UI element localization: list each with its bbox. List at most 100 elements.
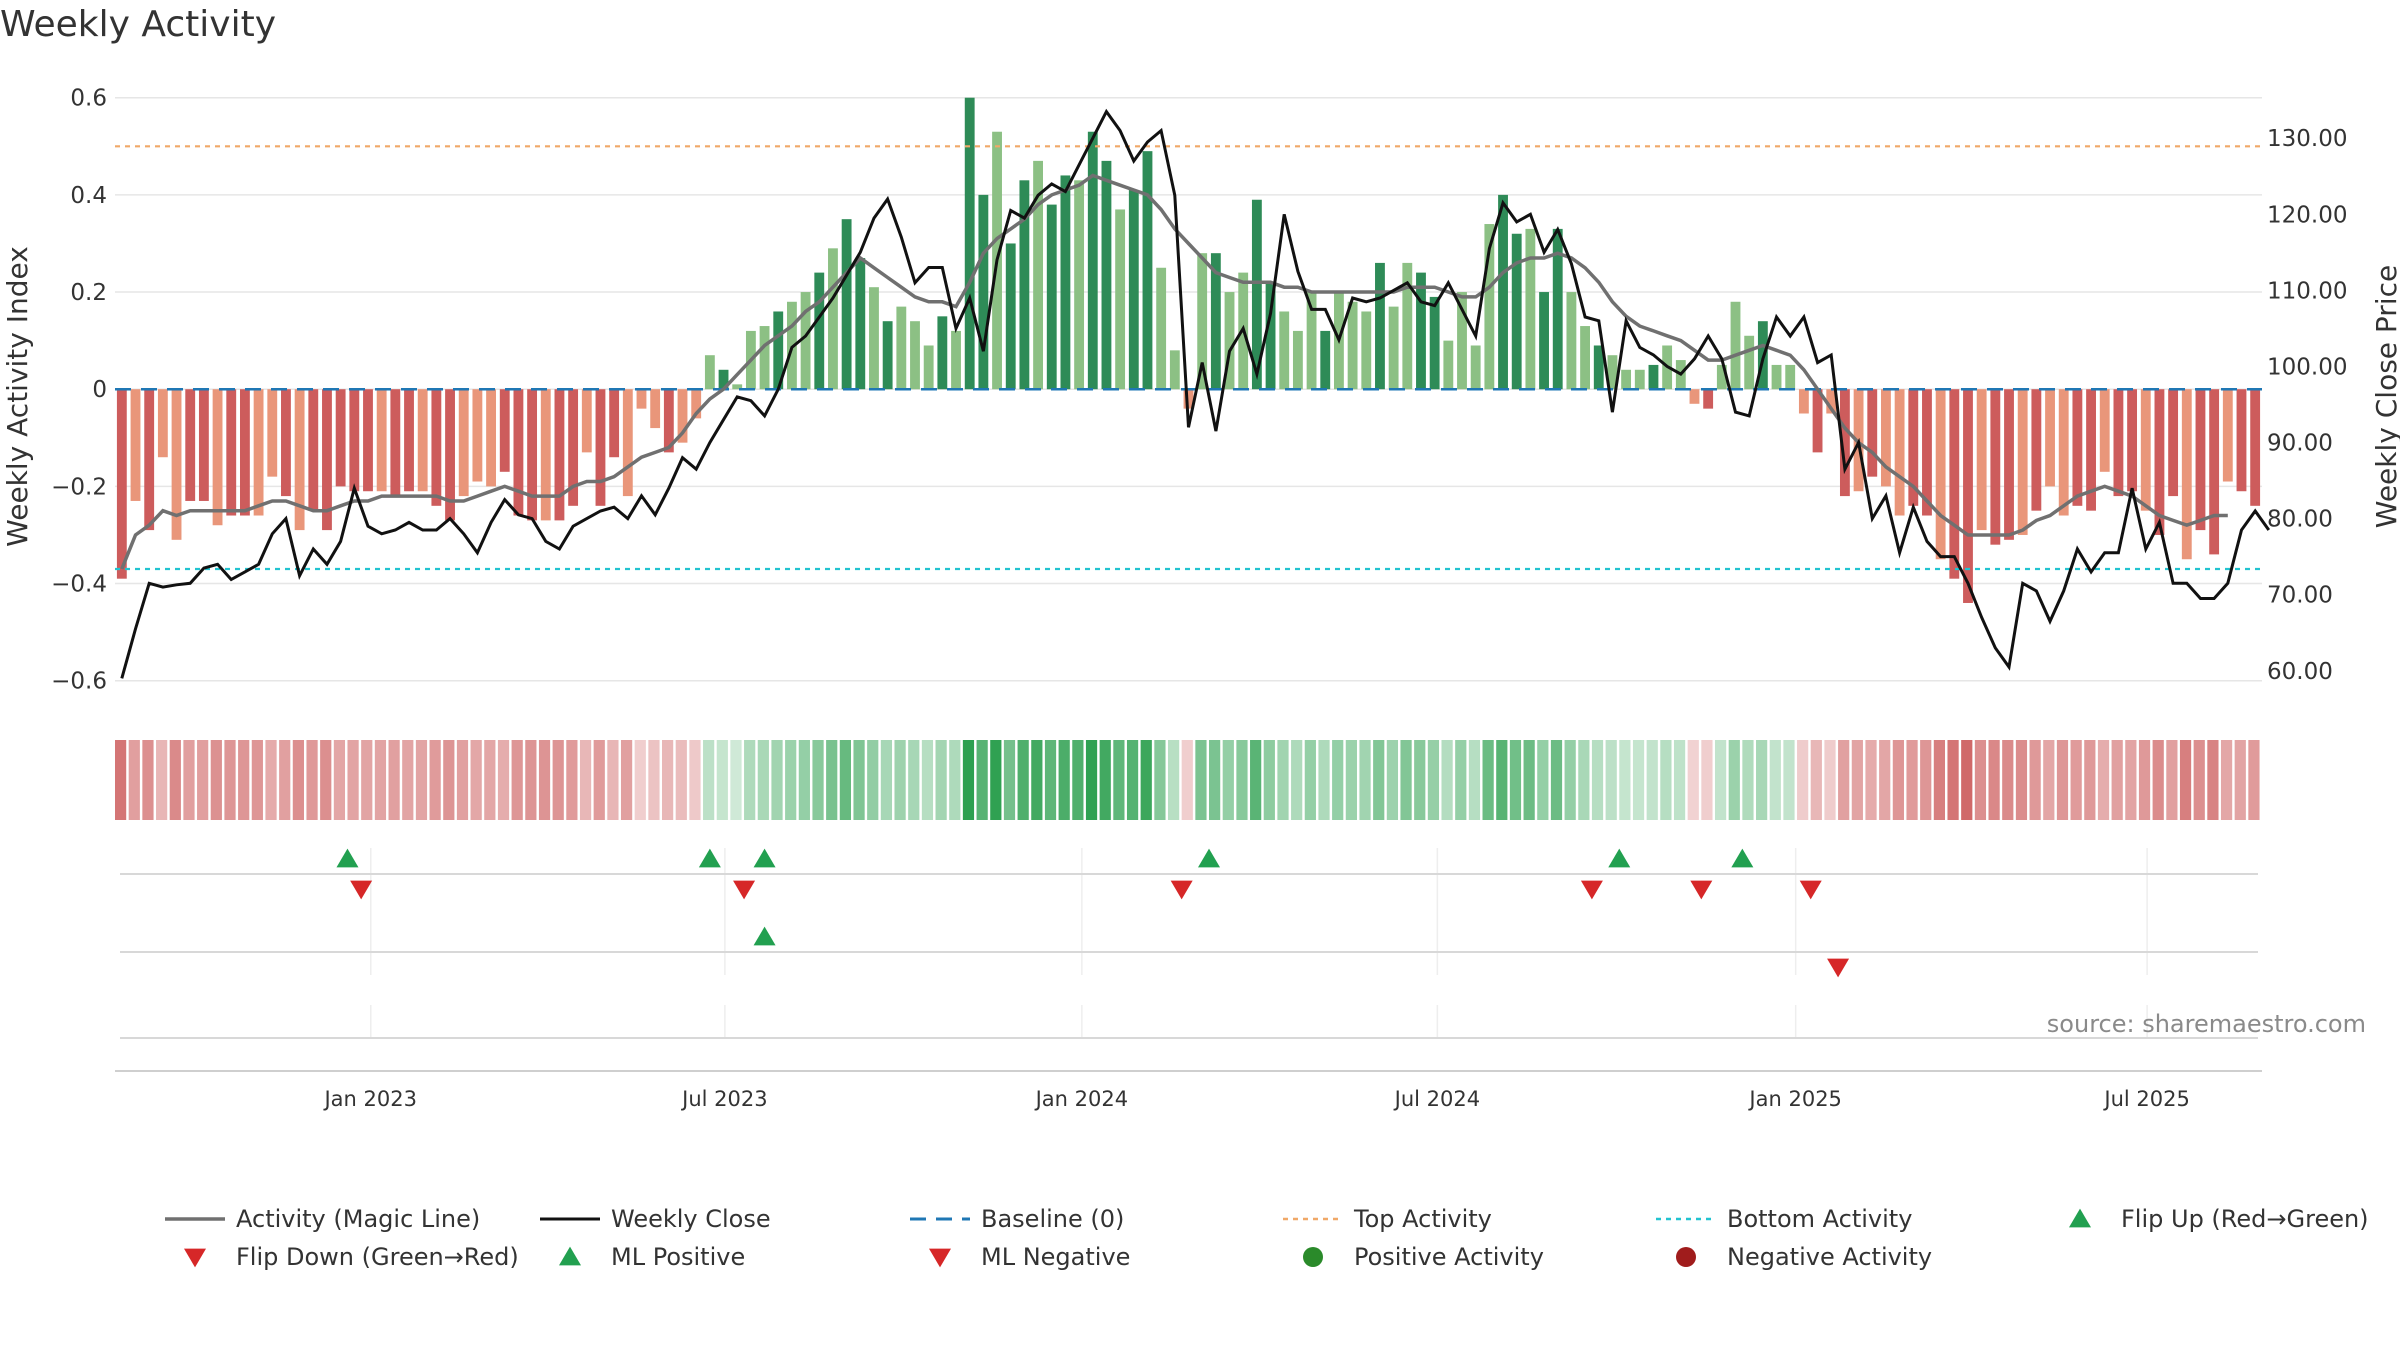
activity-bar xyxy=(1785,364,1796,390)
activity-bar xyxy=(1429,296,1440,390)
heat-strip-cell xyxy=(976,740,988,820)
ml-negative-marker xyxy=(1827,958,1850,978)
activity-bar xyxy=(1101,160,1112,390)
heat-strip-cell xyxy=(1742,740,1754,820)
activity-bar xyxy=(1552,228,1563,390)
activity-bar xyxy=(1457,292,1467,390)
heat-strip-cell xyxy=(552,740,564,820)
activity-bar xyxy=(2127,389,2138,492)
heat-strip-cell xyxy=(1974,740,1987,820)
heat-strip-cell xyxy=(1865,740,1877,820)
heat-strip-cell xyxy=(1769,740,1781,820)
heat-strip-cell xyxy=(1496,740,1508,820)
heat-strip-cell xyxy=(1072,740,1084,820)
activity-bar xyxy=(1019,180,1030,390)
activity-bar xyxy=(2236,389,2247,492)
flip-down-marker xyxy=(1170,880,1193,900)
legend-item-posact xyxy=(1303,1247,1323,1267)
activity-bar xyxy=(1033,160,1043,390)
legend-label: Flip Up (Red→Green) xyxy=(2121,1205,2369,1233)
activity-bar xyxy=(212,389,223,526)
x-tick-label: Jan 2024 xyxy=(1034,1087,1129,1111)
heat-strip-cell xyxy=(1400,740,1412,820)
activity-bar xyxy=(322,389,332,531)
heat-strip-cell xyxy=(1017,740,1029,820)
activity-bar xyxy=(486,389,496,487)
activity-bar xyxy=(1156,267,1167,390)
heat-strip-cell xyxy=(1099,740,1111,820)
activity-bar xyxy=(349,389,360,492)
right-tick-label: 90.00 xyxy=(2267,431,2333,457)
heat-strip-cell xyxy=(634,740,646,820)
heat-strip-cell xyxy=(1468,740,1481,820)
activity-bar xyxy=(1005,243,1016,390)
heat-strip-cell xyxy=(1277,740,1289,820)
flip-down-marker xyxy=(1580,880,1603,900)
activity-bar xyxy=(814,272,825,390)
activity-bar xyxy=(677,389,688,443)
heat-strip-cell xyxy=(812,740,824,820)
heat-strip-cell xyxy=(771,740,783,820)
left-tick-label: −0.6 xyxy=(51,669,107,695)
heat-strip-cell xyxy=(1031,740,1043,820)
activity-bar xyxy=(2181,389,2192,560)
activity-bar xyxy=(1867,389,1878,477)
activity-bar xyxy=(1566,292,1577,390)
legend-label: Weekly Close xyxy=(611,1205,771,1233)
heat-strip-cell xyxy=(1318,740,1330,820)
activity-bar xyxy=(923,345,934,390)
activity-bar xyxy=(1730,301,1741,390)
activity-bar xyxy=(1074,180,1085,390)
activity-bar xyxy=(2250,389,2261,506)
heat-strip-cell xyxy=(525,740,537,820)
activity-bar xyxy=(691,389,702,419)
activity-bar xyxy=(568,389,579,506)
activity-bar xyxy=(390,389,401,497)
heat-strip-cell xyxy=(415,740,428,820)
heat-strip-cell xyxy=(703,740,715,820)
activity-bar xyxy=(636,389,647,409)
activity-bar xyxy=(1087,131,1098,390)
activity-bar xyxy=(1580,326,1591,390)
heat-strip-cell xyxy=(265,740,277,820)
activity-bar xyxy=(1498,194,1508,390)
activity-bar xyxy=(828,248,838,390)
heat-strip-cell xyxy=(2111,740,2123,820)
heat-strip-cell xyxy=(1947,740,1959,820)
activity-bar xyxy=(773,311,784,390)
heat-strip-cell xyxy=(2179,740,2192,820)
activity-bar xyxy=(1826,389,1837,414)
activity-bar xyxy=(171,389,182,540)
activity-bar xyxy=(431,389,442,506)
activity-bar xyxy=(1197,253,1208,390)
activity-bar xyxy=(704,355,715,390)
activity-bar xyxy=(869,287,879,390)
activity-bar xyxy=(759,326,770,390)
heat-strip-cell xyxy=(593,740,605,820)
activity-bar xyxy=(1525,228,1536,390)
activity-bar xyxy=(2031,389,2042,511)
activity-bar xyxy=(458,389,469,497)
heat-strip-cell xyxy=(990,740,1002,820)
heat-strip-cell xyxy=(361,740,373,820)
legend-label: Flip Down (Green→Red) xyxy=(236,1243,519,1271)
heat-strip-cell xyxy=(1455,740,1467,820)
activity-bar xyxy=(2072,389,2083,506)
heat-strip-cell xyxy=(497,740,510,820)
activity-bar xyxy=(2017,389,2028,535)
heat-strip-cell xyxy=(156,740,168,820)
activity-bar xyxy=(1484,224,1495,390)
activity-bar xyxy=(335,389,346,487)
heat-strip-cell xyxy=(1236,740,1248,820)
weekly-close-line xyxy=(120,108,2271,679)
heat-strip-cell xyxy=(292,740,304,820)
heat-strip-cell xyxy=(566,740,578,820)
activity-bar xyxy=(1716,364,1727,390)
heat-strip-cell xyxy=(1591,740,1604,820)
activity-bar xyxy=(1210,253,1221,390)
activity-bar xyxy=(2086,389,2096,511)
legend-swatch-triangle-down xyxy=(184,1248,206,1268)
heat-strip-cell xyxy=(1578,740,1590,820)
heat-strip-cell xyxy=(1906,740,1918,820)
